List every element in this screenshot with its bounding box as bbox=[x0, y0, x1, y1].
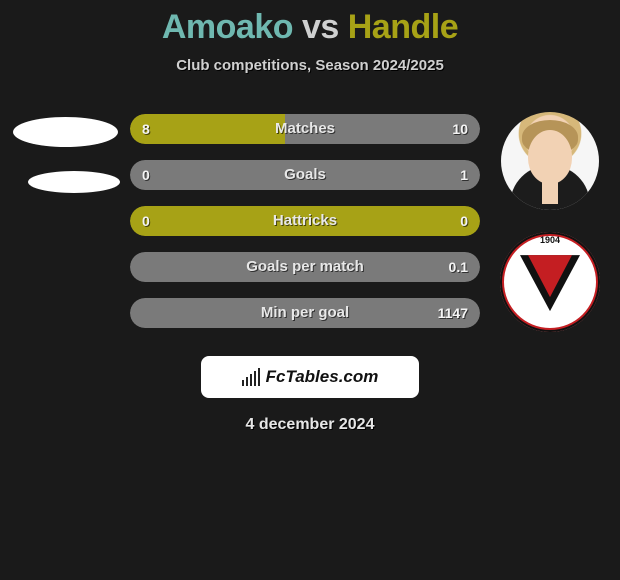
stat-bar: Goals0 1 bbox=[130, 160, 480, 190]
subtitle: Club competitions, Season 2024/2025 bbox=[0, 57, 620, 74]
player-left-placeholder-icon bbox=[13, 117, 118, 147]
stat-bar: Matches8 10 bbox=[130, 114, 480, 144]
bars-col: Matches810Goals01Hattricks00Goals per ma… bbox=[130, 102, 480, 344]
club-right-badge-icon: 1904 VIKTORIA KÖLN bbox=[500, 232, 600, 332]
club-left-placeholder-icon bbox=[28, 171, 120, 193]
comparison-row: Matches810Goals01Hattricks00Goals per ma… bbox=[0, 102, 620, 344]
bar-label: Hattricks bbox=[130, 206, 480, 236]
bar-value-right: 1 bbox=[460, 160, 468, 190]
bar-value-right: 1147 bbox=[438, 298, 468, 328]
bar-label: Min per goal bbox=[130, 298, 480, 328]
bar-label: Goals bbox=[130, 160, 480, 190]
page-title: Amoako vs Handle bbox=[0, 8, 620, 47]
stat-bar: Min per goal1147 bbox=[130, 298, 480, 328]
bar-chart-icon bbox=[242, 368, 260, 386]
date-label: 4 december 2024 bbox=[0, 416, 620, 434]
player-left-col bbox=[0, 102, 130, 344]
footer-attribution[interactable]: FcTables.com bbox=[201, 356, 419, 398]
bar-value-right: 10 bbox=[452, 114, 468, 144]
badge-text-right: KÖLN bbox=[575, 321, 592, 333]
title-left: Amoako bbox=[162, 8, 293, 46]
bar-value-right: 0.1 bbox=[449, 252, 468, 282]
badge-text-left: VIKTORIA bbox=[508, 321, 533, 333]
bar-value-left: 8 bbox=[142, 114, 150, 144]
bar-value-left: 0 bbox=[142, 160, 150, 190]
bar-value-left: 0 bbox=[142, 206, 150, 236]
badge-year: 1904 bbox=[505, 235, 595, 257]
stat-bar: Hattricks0 0 bbox=[130, 206, 480, 236]
bar-value-right: 0 bbox=[460, 206, 468, 236]
bar-label: Matches bbox=[130, 114, 480, 144]
title-mid: vs bbox=[302, 8, 339, 46]
player-right-avatar-icon bbox=[501, 112, 599, 210]
stat-bar: Goals per match0.1 bbox=[130, 252, 480, 282]
footer-text: FcTables.com bbox=[266, 367, 379, 387]
bar-label: Goals per match bbox=[130, 252, 480, 282]
title-right: Handle bbox=[348, 8, 458, 46]
player-right-col: 1904 VIKTORIA KÖLN bbox=[480, 102, 620, 344]
